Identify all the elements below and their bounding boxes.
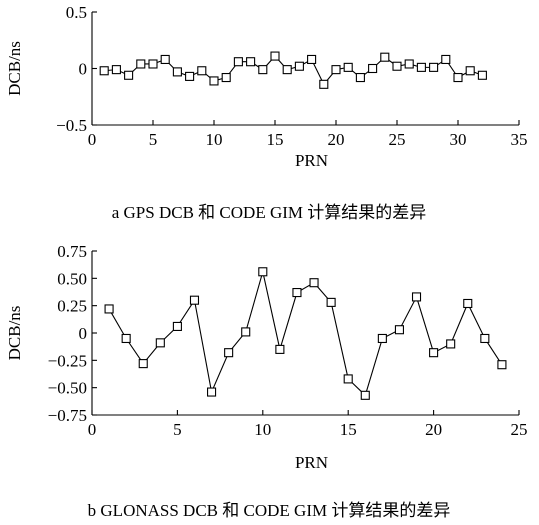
x-tick-label: 20	[425, 420, 442, 439]
chart-caption: a GPS DCB 和 CODE GIM 计算结果的差异	[112, 203, 427, 222]
data-point	[258, 65, 268, 75]
series-line	[108, 271, 503, 397]
y-tick-label: 0.5	[66, 3, 87, 22]
data-point	[99, 66, 109, 76]
data-point	[380, 52, 390, 62]
data-point	[343, 62, 353, 72]
y-tick-label: 0.50	[57, 269, 87, 288]
x-tick-label: 15	[267, 130, 284, 149]
data-point	[326, 297, 336, 307]
data-point	[453, 72, 463, 83]
x-tick-label: 0	[88, 130, 97, 149]
data-point	[477, 70, 487, 80]
y-tick-label: 0.75	[57, 242, 87, 261]
data-point	[136, 59, 146, 69]
data-point	[241, 327, 251, 337]
x-tick-label: 10	[254, 420, 271, 439]
data-point	[411, 292, 422, 302]
chart-b: −0.75 −0.50 −0.25 0 0.25 0.50 0.75 0 5 10 15 20 25 PR…	[5, 242, 528, 520]
y-tick-label: −0.5	[56, 116, 87, 135]
y-tick-label: 0.25	[57, 297, 87, 316]
data-point	[480, 333, 490, 344]
data-point	[294, 61, 304, 71]
x-tick-label: 0	[88, 420, 97, 439]
data-point	[258, 267, 268, 277]
data-point	[319, 79, 329, 89]
x-tick-label: 35	[511, 130, 528, 149]
data-point	[209, 76, 219, 86]
data-point	[270, 51, 280, 61]
data-point	[121, 333, 131, 344]
data-point	[343, 374, 353, 384]
data-point	[189, 295, 200, 305]
data-point	[233, 57, 243, 67]
data-point	[360, 390, 370, 400]
data-point	[124, 70, 134, 80]
y-tick-label: 0	[79, 60, 88, 79]
data-point	[104, 304, 114, 314]
x-tick-label: 25	[389, 130, 406, 149]
data-point	[172, 321, 182, 331]
x-axis-title: PRN	[295, 151, 328, 170]
x-tick-label: 5	[173, 420, 182, 439]
data-point	[355, 72, 365, 83]
x-tick-label: 5	[149, 130, 158, 149]
data-point	[441, 54, 451, 65]
chart-caption: b GLONASS DCB 和 CODE GIM 计算结果的差异	[88, 501, 451, 520]
data-point	[465, 66, 475, 76]
data-point	[155, 338, 165, 348]
data-point	[111, 65, 121, 75]
data-point	[416, 62, 426, 72]
data-point	[497, 360, 507, 370]
data-point	[392, 61, 402, 71]
y-tick-label: −0.50	[48, 379, 87, 398]
data-point	[221, 72, 231, 83]
data-point	[307, 54, 317, 65]
x-tick-label: 10	[206, 130, 223, 149]
data-point	[275, 344, 285, 354]
data-point	[148, 59, 158, 69]
data-point	[404, 59, 414, 69]
x-tick-label: 20	[328, 130, 345, 149]
y-tick-label: −0.25	[48, 351, 87, 370]
data-point	[368, 63, 378, 74]
y-axis-title: DCB/ns	[5, 41, 24, 96]
y-axis-title: DCB/ns	[5, 306, 24, 361]
data-point	[429, 348, 439, 358]
data-point	[394, 325, 404, 335]
data-point	[377, 333, 387, 344]
y-tick-label: −0.75	[48, 406, 87, 425]
data-point	[292, 287, 302, 298]
data-point	[160, 54, 170, 65]
data-point	[207, 387, 217, 397]
data-point	[246, 57, 256, 67]
data-point	[309, 278, 319, 288]
y-tick-label: 0	[79, 324, 88, 343]
data-point	[331, 65, 341, 75]
data-point	[138, 359, 148, 369]
data-point	[185, 71, 195, 81]
x-tick-label: 25	[511, 420, 528, 439]
data-point	[224, 348, 234, 358]
data-point	[197, 66, 207, 76]
x-axis-title: PRN	[295, 453, 328, 472]
data-point	[463, 298, 473, 309]
data-point	[429, 62, 439, 72]
data-point	[282, 65, 292, 75]
x-tick-label: 15	[340, 420, 357, 439]
data-point	[446, 339, 456, 349]
data-point	[172, 67, 182, 77]
x-tick-label: 30	[450, 130, 467, 149]
